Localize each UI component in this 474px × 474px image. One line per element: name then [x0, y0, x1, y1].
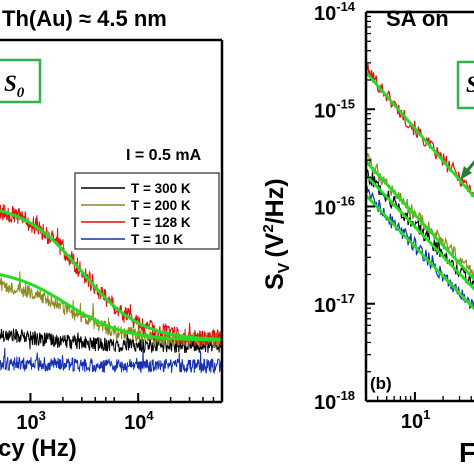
legend-entries: T = 300 K T = 200 K T = 128 K T = 10 K: [81, 181, 191, 247]
y-label-sup: 2: [260, 224, 277, 232]
panel-b-fit-line: [366, 194, 474, 311]
panel-b-label: (b): [370, 374, 392, 393]
panel-b-fit-line: [366, 71, 474, 199]
legend-entry-label: T = 10 K: [131, 232, 183, 247]
panel-a-title: Th(Au) ≈ 4.5 nm: [2, 6, 167, 31]
panel-a-series-line: [0, 203, 222, 348]
panel-a-x-tick-label: 103: [16, 408, 45, 434]
panel-b-arrow: [460, 160, 474, 180]
panel-b-fit-line: [366, 174, 474, 292]
legend-header: I = 0.5 mA: [126, 147, 202, 164]
panel-b-x-tick-label: 101: [401, 407, 430, 433]
panel-b-y-tick-label: 10-16: [314, 194, 355, 220]
panel-b-x-axis-label: F: [459, 437, 474, 468]
panel-a-fit-curve: [0, 209, 222, 341]
panel-b-title: SA on: [386, 6, 449, 31]
panel-a-series-group: [0, 203, 222, 375]
panel-b-fit-group: [366, 71, 474, 311]
panel-a-box-symbol: S: [4, 71, 17, 96]
panel-b-y-ticks: 10-18 10-17 10-16 10-15 10-14: [314, 0, 375, 414]
panel-a-box-subscript: 0: [17, 85, 25, 101]
panel-a-x-axis-label: cy (Hz): [0, 435, 77, 462]
y-label-sub: V: [276, 262, 293, 273]
svg-text:S0: S0: [4, 71, 25, 101]
panel-a-series-line: [0, 347, 222, 375]
panel-a: Th(Au) ≈ 4.5 nm 103 104 S0 I = 0.5 mA T =…: [0, 6, 224, 462]
panel-b-y-tick-label: 10-15: [314, 96, 355, 122]
panel-b-box-symbol: S: [466, 72, 474, 97]
legend-box: T = 300 K T = 200 K T = 128 K T = 10 K: [74, 172, 220, 250]
panel-b-box-label: S: [456, 60, 474, 110]
panel-a-s0-label-box: S0: [0, 58, 42, 104]
panel-b-y-tick-label: 10-18: [314, 388, 355, 414]
panel-a-x-tick-label: 104: [124, 408, 154, 434]
y-label-close: /Hz): [261, 178, 289, 224]
panel-b: SA on S 10-18 10-17 10-16 10-15 10-14 101 (b…: [260, 0, 474, 468]
panel-a-series-line: [0, 328, 222, 354]
panel-b-series-line: [366, 168, 474, 289]
panel-a-fit-curve: [0, 273, 221, 342]
legend-entry-label: T = 300 K: [131, 181, 191, 196]
panel-b-fit-line: [366, 160, 474, 282]
panel-a-fit-group: [0, 209, 222, 342]
legend-entry-label: T = 200 K: [131, 198, 191, 213]
panel-a-x-ticks: 103 104: [16, 393, 223, 434]
svg-text:S: S: [466, 72, 474, 97]
panel-b-y-tick-label: 10-14: [314, 0, 356, 25]
legend-entry-label: T = 128 K: [131, 215, 191, 230]
y-label-open: (V: [261, 232, 289, 257]
y-label-main: S: [261, 273, 289, 290]
panel-b-series-line: [366, 185, 474, 310]
panel-b-y-axis-label: SV (V2/Hz): [260, 178, 293, 290]
panel-b-y-tick-label: 10-17: [314, 291, 355, 317]
panel-b-x-ticks: 101: [377, 392, 472, 433]
